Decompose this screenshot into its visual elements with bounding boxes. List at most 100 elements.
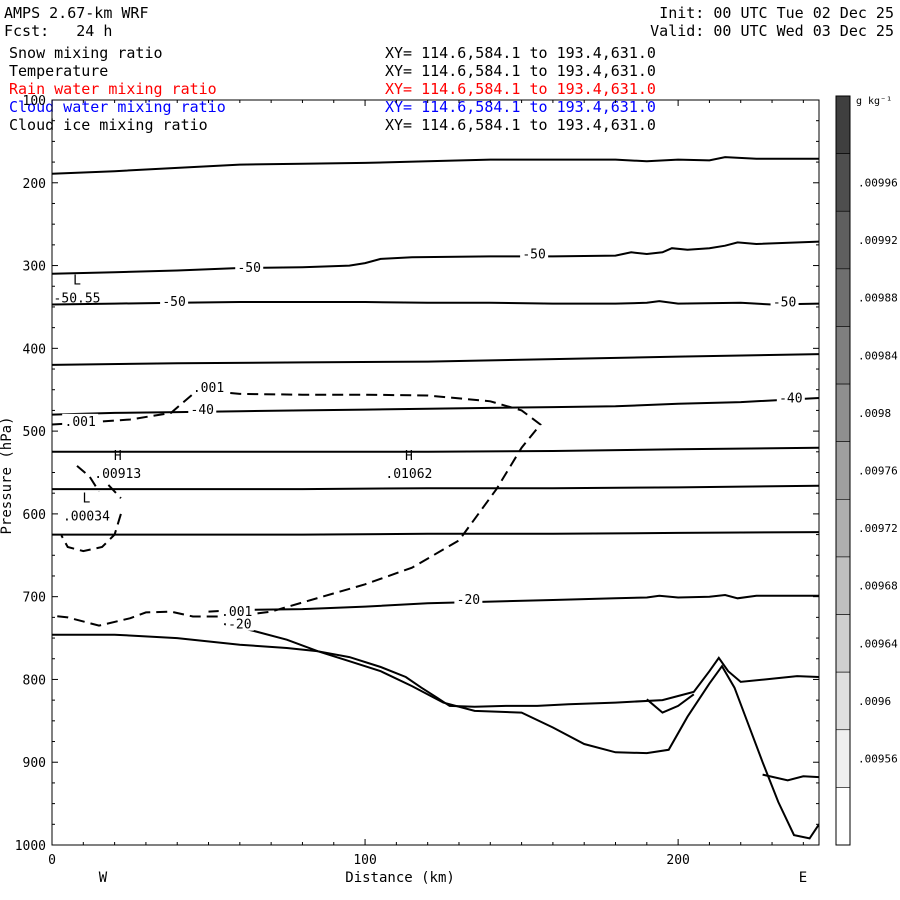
colorbar-label: .00964 bbox=[858, 637, 898, 650]
colorbar-segment bbox=[835, 441, 851, 500]
isotherm-line bbox=[52, 156, 819, 175]
contour-label-bg bbox=[62, 413, 99, 428]
extremum-value: -50.55 bbox=[54, 292, 101, 307]
y-axis-title: Pressure (hPa) bbox=[0, 416, 15, 534]
y-tick-label: 300 bbox=[23, 260, 46, 275]
extremum-marker: H bbox=[114, 449, 122, 464]
contour-label-bg bbox=[218, 604, 255, 619]
colorbar-segment bbox=[835, 614, 851, 673]
contour-label-bg bbox=[190, 379, 227, 394]
colorbar-label: .00968 bbox=[858, 580, 898, 593]
y-tick-label: 100 bbox=[23, 94, 46, 109]
mixing-ratio-contour bbox=[52, 390, 542, 627]
contour-label-bg bbox=[160, 293, 189, 308]
isotherm-line bbox=[52, 633, 319, 653]
y-tick-label: 700 bbox=[23, 591, 46, 606]
contour-label: -50 bbox=[237, 261, 260, 276]
direction-west: W bbox=[99, 870, 108, 886]
y-tick-label: 200 bbox=[23, 177, 46, 192]
model-title: AMPS 2.67-km WRF bbox=[4, 4, 149, 22]
colorbar-label: .0096 bbox=[858, 695, 891, 708]
forecast-hour: Fcst: 24 h bbox=[4, 22, 113, 40]
y-tick-label: 900 bbox=[23, 756, 46, 771]
contour-label: -50 bbox=[773, 296, 796, 311]
contour-label-bg bbox=[188, 402, 217, 417]
contour-label-bg bbox=[454, 591, 483, 606]
isotherm-line bbox=[52, 531, 819, 536]
colorbar-segment bbox=[835, 671, 851, 731]
colorbar-segment bbox=[835, 729, 851, 788]
colorbar-unit: g kg⁻¹ bbox=[856, 96, 892, 107]
contour-label: .001 bbox=[65, 415, 96, 430]
isotherm-line bbox=[762, 773, 819, 782]
contour-label: .001 bbox=[221, 605, 252, 620]
field-name: Rain water mixing ratio bbox=[9, 80, 217, 98]
colorbar-label: .0098 bbox=[858, 407, 891, 420]
y-tick-label: 400 bbox=[23, 342, 46, 357]
colorbar-label: .00972 bbox=[858, 522, 898, 535]
isotherm-line bbox=[52, 300, 819, 306]
x-axis-title: Distance (km) bbox=[345, 870, 455, 886]
contour-label: -50 bbox=[162, 295, 185, 310]
y-tick-label: 1000 bbox=[15, 839, 46, 854]
isotherm-line bbox=[52, 397, 819, 416]
extremum-marker: H bbox=[405, 449, 413, 464]
isotherm-line bbox=[52, 353, 819, 366]
x-tick-label: 200 bbox=[666, 853, 689, 868]
mixing-ratio-contour bbox=[76, 465, 100, 493]
field-xy-range: XY= 114.6,584.1 to 193.4,631.0 bbox=[385, 98, 656, 116]
colorbar-label: .00988 bbox=[858, 292, 898, 305]
extremum-marker: L bbox=[73, 274, 81, 289]
isotherm-line bbox=[208, 593, 819, 613]
field-xy-range: XY= 114.6,584.1 to 193.4,631.0 bbox=[385, 80, 656, 98]
colorbar-label: .00996 bbox=[858, 176, 898, 189]
colorbar-frame bbox=[835, 95, 851, 846]
contour-label-bg bbox=[770, 294, 799, 309]
direction-east: E bbox=[799, 870, 807, 886]
init-time: Init: 00 UTC Tue 02 Dec 25 bbox=[659, 4, 894, 22]
colorbar-segment bbox=[835, 787, 851, 846]
contour-label: .001 bbox=[193, 381, 224, 396]
x-tick-label: 100 bbox=[353, 853, 376, 868]
valid-time: Valid: 00 UTC Wed 03 Dec 25 bbox=[650, 22, 894, 40]
extremum-value: .00034 bbox=[63, 509, 110, 524]
field-xy-range: XY= 114.6,584.1 to 193.4,631.0 bbox=[385, 44, 656, 62]
contour-label: -40 bbox=[779, 392, 802, 407]
colorbar-label: .00992 bbox=[858, 234, 898, 247]
contour-label-bg bbox=[235, 259, 264, 274]
contour-label: -40 bbox=[191, 403, 214, 418]
colorbar-label: .00984 bbox=[858, 349, 898, 362]
colorbar-segment bbox=[835, 499, 851, 558]
extremum-marker: L bbox=[83, 491, 91, 506]
isotherm-line bbox=[223, 623, 819, 708]
x-tick-label: 0 bbox=[48, 853, 56, 868]
colorbar-segment bbox=[835, 210, 851, 270]
extremum-value: .00913 bbox=[94, 467, 141, 482]
field-name: Cloud ice mixing ratio bbox=[9, 116, 208, 134]
isotherm-line bbox=[52, 446, 819, 453]
colorbar-segment bbox=[835, 556, 851, 615]
contour-label-bg bbox=[520, 246, 549, 261]
colorbar-segment bbox=[835, 383, 851, 442]
plot-frame bbox=[51, 99, 820, 846]
y-tick-label: 500 bbox=[23, 425, 46, 440]
colorbar-segment bbox=[835, 326, 851, 385]
isotherm-line bbox=[317, 650, 819, 840]
isotherm-line bbox=[52, 240, 819, 275]
colorbar-segment bbox=[835, 95, 851, 154]
field-name: Snow mixing ratio bbox=[9, 44, 163, 62]
field-name: Cloud water mixing ratio bbox=[9, 98, 226, 116]
field-xy-range: XY= 114.6,584.1 to 193.4,631.0 bbox=[385, 62, 656, 80]
mixing-ratio-contour bbox=[107, 484, 122, 499]
isotherm-line bbox=[52, 484, 819, 491]
contour-label: -20 bbox=[228, 618, 251, 633]
contour-label: -20 bbox=[457, 593, 480, 608]
y-tick-label: 800 bbox=[23, 673, 46, 688]
colorbar-segment bbox=[835, 153, 851, 212]
contour-label-bg bbox=[225, 616, 254, 631]
colorbar-label: .00956 bbox=[858, 753, 898, 766]
field-xy-range: XY= 114.6,584.1 to 193.4,631.0 bbox=[385, 116, 656, 134]
colorbar-label: .00976 bbox=[858, 465, 898, 478]
